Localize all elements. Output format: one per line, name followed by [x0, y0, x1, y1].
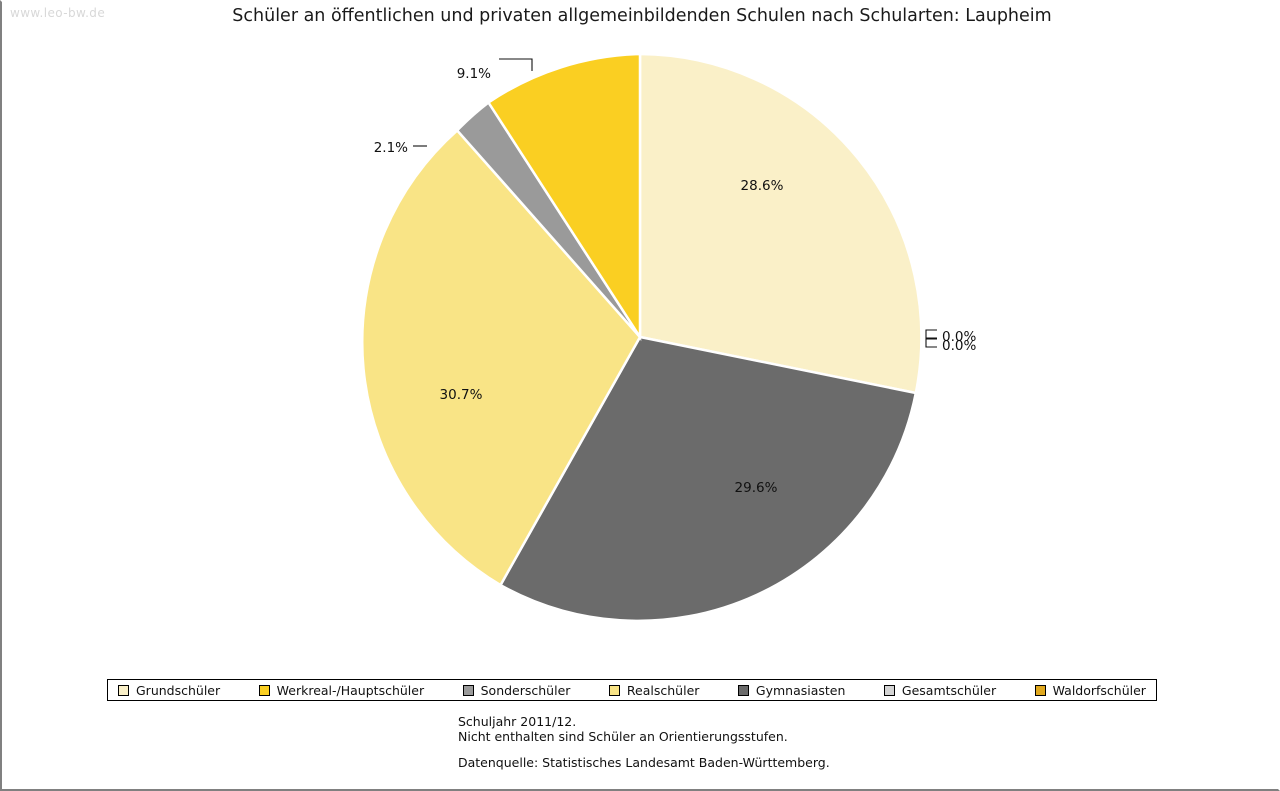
footnote-schuljahr: Schuljahr 2011/12. — [458, 714, 577, 729]
legend-item-sonderschueler[interactable]: Sonderschüler — [459, 683, 575, 698]
legend-label: Realschüler — [626, 682, 700, 698]
slice-label-gymnasiasten: 29.6% — [735, 480, 778, 496]
slice-label-realschueler: 30.7% — [440, 387, 483, 403]
slice-label-waldorfschueler: 0.0% — [942, 338, 976, 354]
legend-label: Waldorfschüler — [1052, 682, 1146, 698]
pie-slice-werkrealschueler[interactable] — [486, 52, 642, 342]
legend-label: Sonderschüler — [480, 682, 571, 698]
footnote-datenquelle: Datenquelle: Statistisches Landesamt Bad… — [458, 755, 830, 770]
leader-line-werkrealschueler — [499, 58, 533, 71]
slice-label-sonderschueler: 2.1% — [374, 140, 408, 156]
leader-line-waldorfschueler — [925, 338, 937, 348]
legend-swatch-icon — [608, 684, 620, 696]
pie-slice-gymnasiasten[interactable] — [498, 335, 918, 623]
legend-item-werkrealschueler[interactable]: Werkreal-/Hauptschüler — [255, 683, 428, 698]
site-watermark: www.leo-bw.de — [10, 6, 106, 20]
slice-label-gesamtschueler: 0.0% — [942, 329, 976, 345]
legend-label: Gesamtschüler — [901, 682, 997, 698]
chart-legend: Grundschüler Werkreal-/Hauptschüler Sond… — [107, 679, 1157, 701]
footnote-orientierungsstufen: Nicht enthalten sind Schüler an Orientie… — [458, 729, 788, 744]
legend-item-gesamtschueler[interactable]: Gesamtschüler — [880, 683, 1000, 698]
slice-label-werkrealschueler: 9.1% — [457, 66, 491, 82]
pie-chart: 28.6% 29.6% 30.7% 9.1% 2.1% 0.0% 0.0% — [2, 2, 1278, 662]
legend-swatch-icon — [462, 684, 474, 696]
slice-label-grundschueler: 28.6% — [741, 178, 784, 194]
legend-item-gymnasiasten[interactable]: Gymnasiasten — [734, 683, 850, 698]
pie-slice-realschueler[interactable] — [360, 128, 642, 587]
footnote-spacer — [458, 744, 830, 755]
legend-swatch-icon — [1034, 684, 1046, 696]
leader-line-gesamtschueler — [925, 329, 937, 339]
legend-label: Grundschüler — [136, 682, 221, 698]
legend-swatch-icon — [737, 684, 749, 696]
legend-item-grundschueler[interactable]: Grundschüler — [114, 683, 224, 698]
legend-label: Werkreal-/Hauptschüler — [276, 682, 425, 698]
legend-swatch-icon — [118, 684, 129, 696]
pie-slice-grundschueler[interactable] — [638, 52, 923, 395]
page-title: Schüler an öffentlichen und privaten all… — [232, 6, 1052, 26]
legend-label: Gymnasiasten — [755, 682, 846, 698]
chart-footnotes: Schuljahr 2011/12. Nicht enthalten sind … — [458, 714, 830, 770]
legend-swatch-icon — [883, 684, 895, 696]
legend-swatch-icon — [258, 684, 270, 696]
legend-item-waldorfschueler[interactable]: Waldorfschüler — [1031, 683, 1150, 698]
legend-item-realschueler[interactable]: Realschüler — [605, 683, 703, 698]
